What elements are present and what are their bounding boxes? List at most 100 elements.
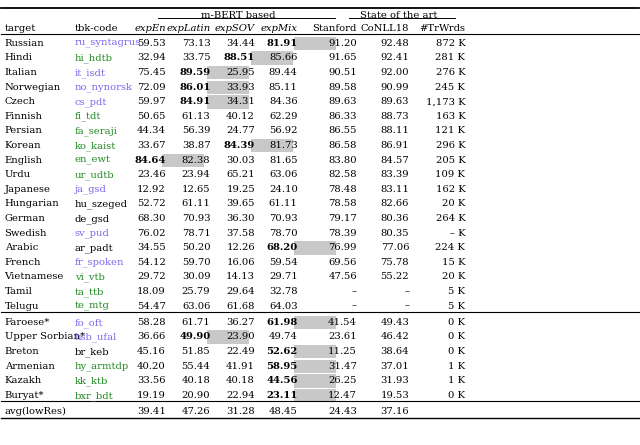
Text: 281 K: 281 K: [435, 53, 465, 62]
Text: 72.09: 72.09: [137, 83, 166, 92]
Text: vi_vtb: vi_vtb: [75, 272, 104, 282]
Text: 48.45: 48.45: [269, 407, 298, 416]
Text: 11.25: 11.25: [328, 347, 357, 356]
Text: 0 K: 0 K: [448, 332, 465, 341]
Text: 89.63: 89.63: [328, 97, 357, 106]
Text: en_ewt: en_ewt: [75, 156, 111, 165]
Text: 0 K: 0 K: [448, 391, 465, 400]
Text: 20.90: 20.90: [182, 391, 211, 400]
Text: 20 K: 20 K: [442, 199, 465, 208]
Text: 37.58: 37.58: [227, 229, 255, 238]
Text: Czech: Czech: [4, 97, 36, 106]
Text: Swedish: Swedish: [4, 229, 47, 238]
Text: 24.10: 24.10: [269, 185, 298, 194]
Text: 16.06: 16.06: [227, 258, 255, 267]
Text: kk_ktb: kk_ktb: [75, 376, 108, 386]
Text: ta_ttb: ta_ttb: [75, 287, 104, 297]
Text: –: –: [404, 302, 409, 311]
Text: 36.30: 36.30: [227, 214, 255, 223]
FancyBboxPatch shape: [294, 389, 336, 402]
Text: 34.31: 34.31: [226, 97, 255, 106]
FancyBboxPatch shape: [294, 345, 336, 358]
Text: Persian: Persian: [4, 126, 42, 135]
Text: Urdu: Urdu: [4, 170, 31, 179]
Text: 81.65: 81.65: [269, 156, 298, 165]
Text: 45.16: 45.16: [137, 347, 166, 356]
Text: 22.94: 22.94: [227, 391, 255, 400]
Text: 36.27: 36.27: [227, 318, 255, 327]
Text: 23.94: 23.94: [182, 170, 211, 179]
Text: Kazakh: Kazakh: [4, 376, 42, 385]
Text: Armenian: Armenian: [4, 362, 54, 371]
Text: 41.54: 41.54: [328, 318, 357, 327]
Text: 46.42: 46.42: [380, 332, 409, 341]
Text: 12.47: 12.47: [328, 391, 357, 400]
Text: French: French: [4, 258, 41, 267]
Text: 245 K: 245 K: [435, 83, 465, 92]
Text: hi_hdtb: hi_hdtb: [75, 53, 113, 63]
Text: 80.35: 80.35: [381, 229, 409, 238]
Text: 59.53: 59.53: [137, 39, 166, 48]
Text: 83.80: 83.80: [328, 156, 357, 165]
Text: 0 K: 0 K: [448, 318, 465, 327]
Text: 40.18: 40.18: [182, 376, 211, 385]
Text: 23.90: 23.90: [227, 332, 255, 341]
Text: CoNLL18: CoNLL18: [361, 24, 409, 32]
Text: 86.55: 86.55: [328, 126, 357, 135]
Text: m-BERT based: m-BERT based: [201, 11, 275, 20]
Text: 70.93: 70.93: [269, 214, 298, 223]
Text: 91.65: 91.65: [328, 53, 357, 62]
Text: 32.94: 32.94: [137, 53, 166, 62]
Text: 50.65: 50.65: [138, 112, 166, 121]
Text: 86.58: 86.58: [328, 141, 357, 150]
Text: avg(lowRes): avg(lowRes): [4, 407, 67, 417]
Text: 91.20: 91.20: [328, 39, 357, 48]
Text: 70.93: 70.93: [182, 214, 211, 223]
Text: 68.20: 68.20: [266, 243, 298, 252]
Text: 49.74: 49.74: [269, 332, 298, 341]
Text: 14.13: 14.13: [226, 272, 255, 281]
Text: 63.06: 63.06: [269, 170, 298, 179]
Text: fa_seraji: fa_seraji: [75, 126, 118, 136]
Text: 85.11: 85.11: [269, 83, 298, 92]
Text: 33.67: 33.67: [138, 141, 166, 150]
Text: 162 K: 162 K: [436, 185, 465, 194]
Text: 69.56: 69.56: [328, 258, 357, 267]
Text: 89.44: 89.44: [269, 68, 298, 77]
FancyBboxPatch shape: [294, 316, 336, 329]
Text: 872 K: 872 K: [436, 39, 465, 48]
Text: Telugu: Telugu: [4, 302, 39, 311]
Text: 84.91: 84.91: [179, 97, 211, 106]
FancyBboxPatch shape: [294, 37, 336, 50]
Text: Upper Sorbian*: Upper Sorbian*: [4, 332, 84, 341]
Text: German: German: [4, 214, 45, 223]
Text: 92.00: 92.00: [381, 68, 409, 77]
Text: 52.72: 52.72: [137, 199, 166, 208]
Text: no_nynorsk: no_nynorsk: [75, 83, 132, 92]
Text: State of the art: State of the art: [360, 11, 438, 20]
Text: Japanese: Japanese: [4, 185, 51, 194]
Text: 49.43: 49.43: [380, 318, 409, 327]
Text: 85.66: 85.66: [269, 53, 298, 62]
Text: 92.41: 92.41: [380, 53, 409, 62]
Text: 78.39: 78.39: [328, 229, 357, 238]
FancyBboxPatch shape: [207, 66, 248, 79]
Text: 54.12: 54.12: [137, 258, 166, 267]
Text: 23.11: 23.11: [266, 391, 298, 400]
Text: te_mtg: te_mtg: [75, 302, 109, 311]
Text: Italian: Italian: [4, 68, 38, 77]
Text: 47.26: 47.26: [182, 407, 211, 416]
Text: 37.01: 37.01: [380, 362, 409, 371]
Text: Tamil: Tamil: [4, 287, 33, 296]
Text: 276 K: 276 K: [436, 68, 465, 77]
Text: 19.25: 19.25: [227, 185, 255, 194]
Text: 15 K: 15 K: [442, 258, 465, 267]
Text: Vietnamese: Vietnamese: [4, 272, 64, 281]
Text: 83.11: 83.11: [380, 185, 409, 194]
Text: 68.30: 68.30: [138, 214, 166, 223]
Text: 84.57: 84.57: [380, 156, 409, 165]
Text: 83.39: 83.39: [381, 170, 409, 179]
Text: 92.48: 92.48: [380, 39, 409, 48]
Text: 84.36: 84.36: [269, 97, 298, 106]
Text: hy_armtdp: hy_armtdp: [75, 362, 129, 371]
